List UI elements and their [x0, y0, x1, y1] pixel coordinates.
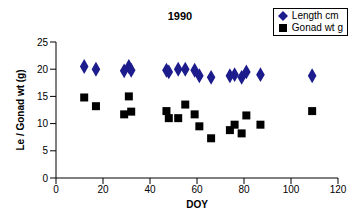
svg-text:15: 15	[37, 91, 49, 102]
svg-text:120: 120	[330, 184, 347, 195]
svg-text:10: 10	[37, 118, 49, 129]
html-text:Length cm: Length cm	[291, 10, 339, 21]
svg-text:Le / Gonad wt (g): Le / Gonad wt (g)	[15, 69, 26, 150]
svg-text:0: 0	[42, 173, 48, 184]
html-text:1990: 1990	[167, 10, 193, 22]
svg-text:25: 25	[37, 38, 49, 48]
svg-text:60: 60	[191, 184, 203, 195]
svg-text:DOY: DOY	[186, 199, 208, 210]
html-text:Gonad wt g: Gonad wt g	[291, 22, 343, 33]
svg-text:5: 5	[42, 145, 48, 156]
svg-text:80: 80	[238, 184, 250, 195]
svg-text:40: 40	[144, 184, 156, 195]
svg-text:0: 0	[53, 184, 59, 195]
svg-text:100: 100	[283, 184, 300, 195]
svg-text:20: 20	[37, 64, 49, 75]
svg-text:20: 20	[97, 184, 109, 195]
